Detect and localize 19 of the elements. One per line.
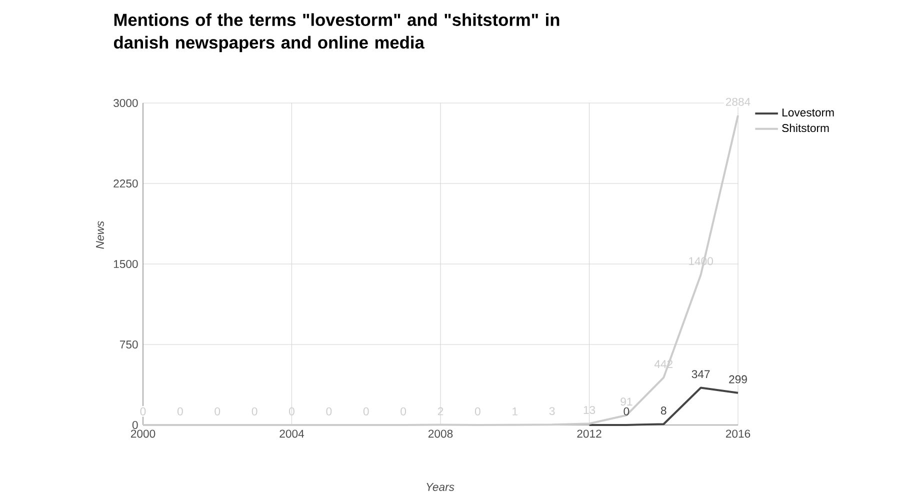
y-tick-label: 0 <box>132 421 138 430</box>
y-tick-label: 3000 <box>114 99 138 108</box>
y-tick-label: 2250 <box>114 180 138 188</box>
x-axis-title: Years <box>426 483 454 491</box>
y-tick-label: 1500 <box>114 260 138 268</box>
data-label: 8 <box>660 406 666 415</box>
data-label: 0 <box>624 407 630 416</box>
data-label: 347 <box>692 370 710 378</box>
x-tick-label: 2004 <box>280 430 304 438</box>
legend-label: Shitstorm <box>782 124 829 132</box>
y-tick-label: 750 <box>120 340 138 349</box>
x-tick-label: 2008 <box>428 430 453 438</box>
x-tick-label: 2016 <box>726 430 750 438</box>
legend-label: Lovestorm <box>782 108 834 117</box>
chart-title: Mentions of the terms "lovestorm" and "shitstorm" in danish newspapers and online media <box>114 13 560 52</box>
y-axis-title: News <box>96 221 104 249</box>
x-tick-label: 2012 <box>577 430 602 438</box>
data-label: 299 <box>729 375 747 384</box>
x-tick-label: 2000 <box>130 430 156 438</box>
